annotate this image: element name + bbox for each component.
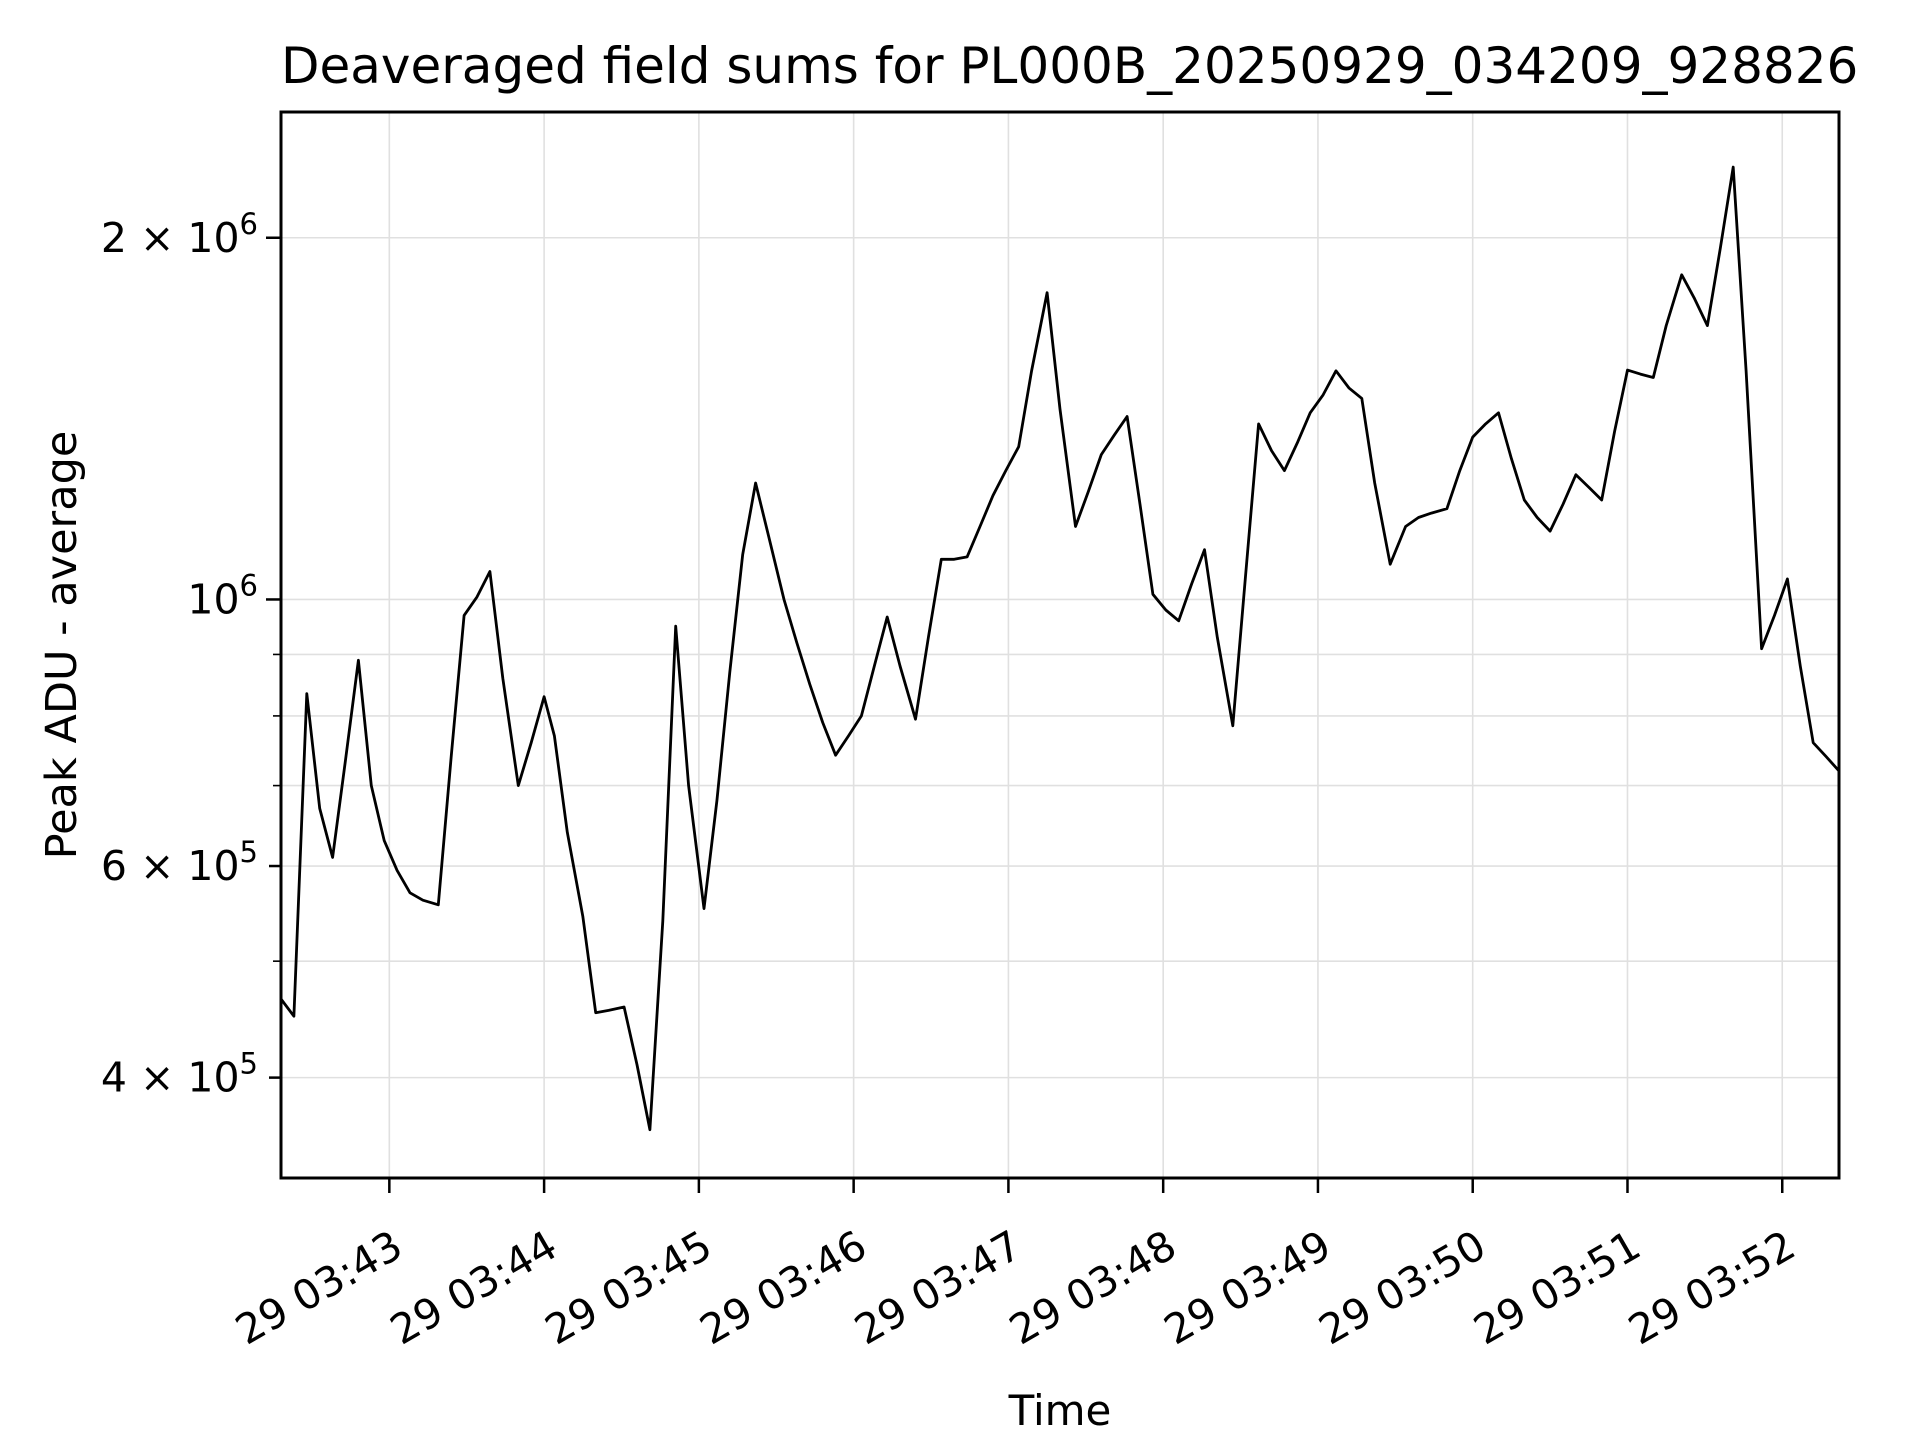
x-axis-label: Time [1008, 1386, 1112, 1435]
chart-title: Deaveraged field sums for PL000B_2025092… [281, 37, 1859, 95]
x-tick-label: 29 03:49 [1156, 1221, 1339, 1354]
y-tick-label: 6 × 105 [101, 835, 258, 890]
x-tick-label: 29 03:46 [692, 1221, 875, 1354]
y-tick-labels: 2 × 106 106 6 × 105 4 × 105 [101, 207, 258, 1102]
x-tick-label: 29 03:47 [847, 1221, 1030, 1354]
x-tick-label: 29 03:48 [1001, 1221, 1184, 1354]
x-tick-label: 29 03:51 [1466, 1221, 1649, 1354]
x-tick-label: 29 03:50 [1311, 1221, 1494, 1354]
plot-border [279, 110, 1841, 1180]
x-tick-label: 29 03:45 [537, 1221, 720, 1354]
y-tick-label: 106 [187, 568, 258, 623]
gridlines [281, 112, 1839, 1178]
tick-marks [266, 236, 1784, 1193]
series-line [279, 165, 1841, 1132]
y-tick-label: 2 × 106 [101, 207, 258, 262]
x-tick-label: 29 03:44 [382, 1221, 565, 1354]
y-tick-label: 4 × 105 [101, 1047, 258, 1102]
x-tick-label: 29 03:52 [1620, 1221, 1803, 1354]
x-tick-label: 29 03:43 [228, 1221, 411, 1354]
